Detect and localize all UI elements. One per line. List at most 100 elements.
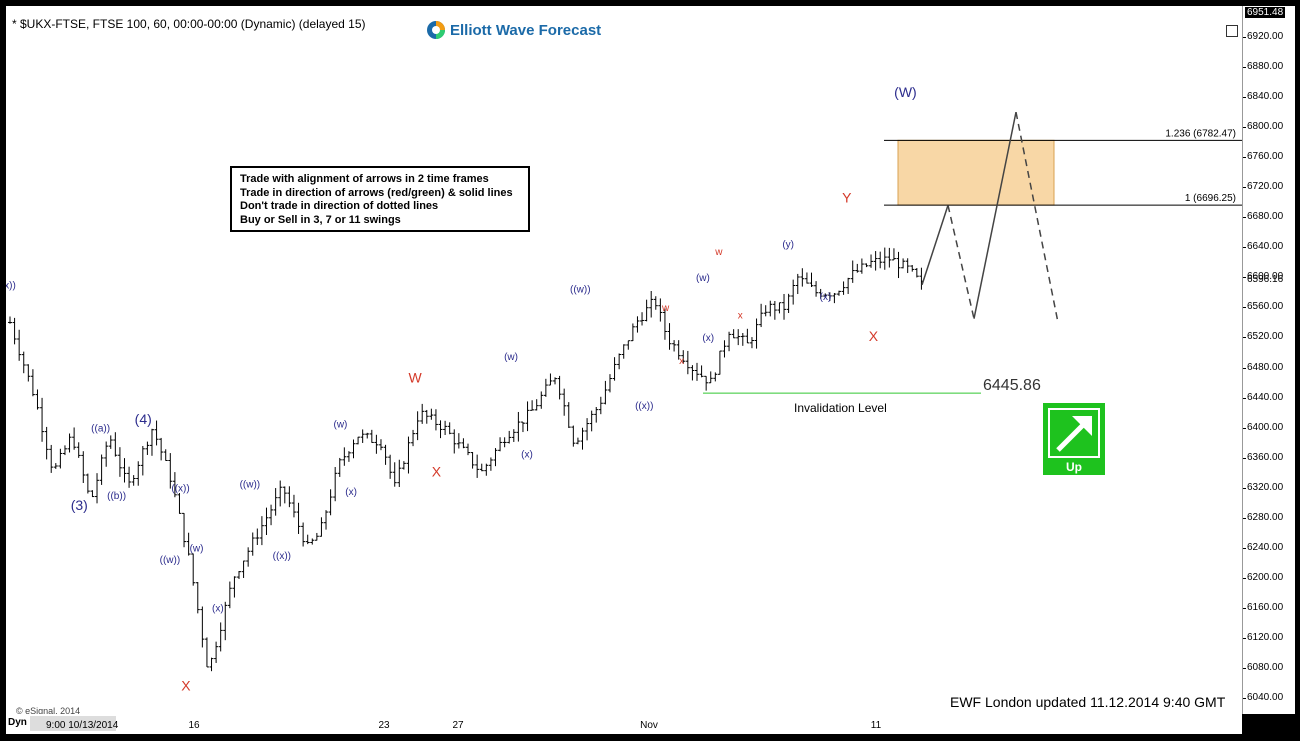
price-bar (493, 448, 498, 467)
price-bar (378, 439, 383, 451)
price-tick-label: 6400.00 (1247, 421, 1284, 433)
price-bar (869, 254, 874, 268)
price-bar (342, 447, 347, 466)
wave-label: X (869, 328, 879, 344)
price-tick-label: 6920.00 (1247, 31, 1284, 43)
price-tick (1243, 157, 1246, 159)
price-axis[interactable]: 6920.00 6880.00 6840.00 6800.00 6760.00 6720.… (1242, 6, 1295, 714)
price-tick-label: 6520.00 (1247, 331, 1284, 343)
price-bar (635, 316, 640, 333)
wave-label: ((w)) (570, 284, 591, 295)
price-bar (539, 391, 544, 409)
price-bar (804, 272, 809, 284)
price-bar (759, 303, 764, 328)
price-bar (809, 272, 814, 287)
price-bar (672, 340, 677, 352)
price-bar (296, 502, 301, 534)
price-bar (191, 553, 196, 586)
price-bar (346, 451, 351, 462)
price-bar (237, 570, 241, 580)
price-tick (1243, 577, 1246, 579)
price-bar (113, 432, 118, 457)
price-bar (433, 409, 438, 431)
price-tick (1243, 667, 1246, 669)
price-bar (438, 420, 443, 439)
price-tick-label: 6720.00 (1247, 181, 1284, 193)
price-bar (136, 461, 141, 486)
price-bar (667, 323, 672, 350)
price-tick (1243, 337, 1246, 339)
price-bar (44, 426, 49, 460)
price-bar (658, 298, 663, 322)
price-bar (589, 410, 594, 432)
price-bar (95, 473, 100, 504)
price-bar (777, 302, 782, 314)
price-bar (90, 490, 95, 498)
maximize-icon[interactable] (1226, 25, 1238, 37)
price-tick (1243, 517, 1246, 519)
price-tick-label: 6080.00 (1247, 661, 1284, 673)
rule-line: Buy or Sell in 3, 7 or 11 swings (240, 213, 401, 226)
price-bar (214, 641, 219, 663)
wave-label: ((w)) (160, 555, 181, 566)
price-bar (264, 507, 269, 535)
price-bar (62, 445, 67, 456)
price-bar (699, 365, 704, 378)
price-bar (649, 290, 654, 318)
price-bar (49, 444, 54, 473)
price-bar (749, 337, 754, 349)
price-bar (722, 340, 727, 358)
projection-line (973, 111, 1017, 319)
price-bar (40, 397, 45, 442)
wave-label: W (408, 370, 422, 386)
wave-label: X (181, 677, 191, 693)
time-axis[interactable]: 9:00 10/13/2014 16 23 27 Nov 11 (6, 714, 1242, 734)
price-bar (149, 428, 154, 456)
price-tick (1243, 487, 1246, 489)
price-bar (736, 329, 741, 346)
projection-line (947, 205, 975, 319)
price-bar (227, 581, 232, 609)
price-tick (1243, 547, 1246, 549)
price-bar (713, 372, 718, 382)
wave-label: ((x)) (171, 483, 189, 494)
price-bar (273, 488, 278, 516)
price-bar (351, 439, 356, 459)
price-bar (910, 265, 915, 272)
wave-label: X (432, 463, 442, 479)
price-bar (690, 365, 695, 381)
price-bar (305, 534, 310, 545)
price-bar (475, 454, 480, 478)
price-bar (466, 443, 470, 456)
price-bar (745, 328, 750, 344)
price-bar (411, 429, 416, 447)
price-bar (534, 399, 539, 411)
price-bar (919, 267, 924, 290)
price-bar (67, 433, 72, 453)
wave-label: w (714, 247, 723, 258)
dyn-label[interactable]: Dyn (8, 717, 27, 728)
wave-label: (x) (345, 487, 357, 498)
price-bar (291, 494, 296, 518)
source-credit: © eSignal, 2014 (16, 706, 81, 714)
price-bar (525, 401, 530, 432)
price-bar (30, 369, 35, 397)
time-cursor-box (30, 716, 116, 731)
price-bar (617, 353, 622, 370)
plot-area[interactable]: 1.236 (6782.47) 1 (6696.25) Invalidation L… (6, 6, 1242, 714)
price-bar (223, 601, 228, 641)
price-bar (814, 281, 819, 297)
price-bar (195, 582, 200, 614)
price-bar (360, 429, 365, 443)
price-bar (704, 375, 709, 391)
price-tick-label: 6320.00 (1247, 481, 1284, 493)
price-tick-label: 6280.00 (1247, 511, 1284, 523)
price-bar (314, 532, 319, 541)
price-bar (887, 247, 892, 268)
price-bar (585, 418, 590, 441)
price-bar (580, 427, 585, 450)
price-bar (287, 486, 292, 508)
price-bar (470, 452, 475, 469)
time-tick-label: 11 (871, 720, 882, 731)
price-tick (1243, 217, 1246, 219)
